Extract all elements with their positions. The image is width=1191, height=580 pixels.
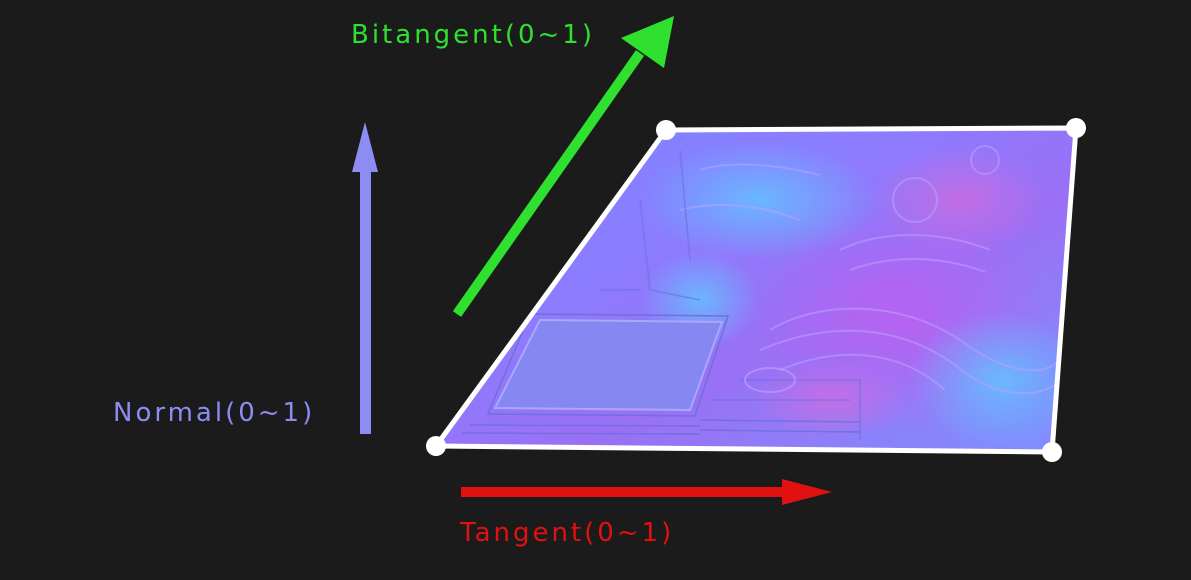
- corner-marker: [426, 436, 446, 456]
- bitangent-arrow: [452, 16, 674, 317]
- bitangent-label: Bitangent(0~1): [351, 20, 595, 50]
- corner-marker: [1066, 118, 1086, 138]
- corner-marker: [1042, 442, 1062, 462]
- tangent-label: Tangent(0~1): [460, 518, 675, 548]
- corner-marker: [656, 120, 676, 140]
- normal-map-texture: [461, 140, 1076, 450]
- flat-panel: [493, 318, 724, 412]
- normal-label: Normal(0~1): [113, 398, 316, 428]
- normal-arrow: [352, 122, 378, 434]
- tangent-arrow: [461, 479, 832, 505]
- normal-map-quad: [426, 118, 1086, 462]
